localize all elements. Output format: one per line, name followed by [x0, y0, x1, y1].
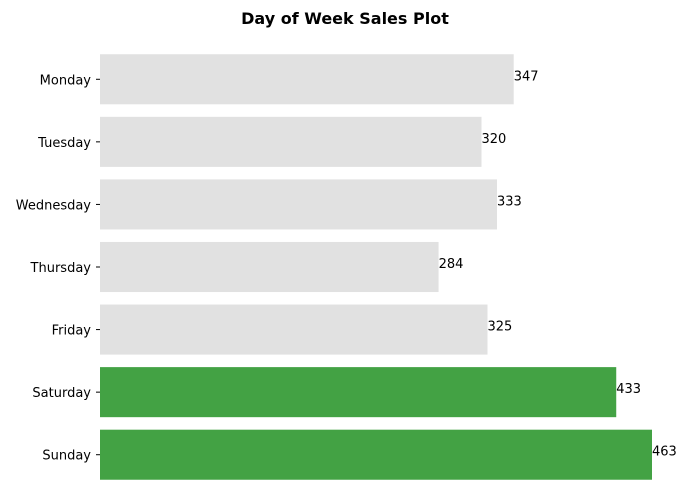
bar-saturday: [100, 367, 617, 418]
y-tick-label-saturday: Saturday: [32, 386, 91, 401]
value-label-wednesday: 333: [497, 194, 522, 209]
value-label-friday: 325: [487, 320, 512, 335]
bar-tuesday: [100, 116, 482, 167]
bar-friday: [100, 304, 488, 355]
y-tick-label-wednesday: Wednesday: [16, 198, 92, 213]
value-label-monday: 347: [514, 69, 539, 84]
value-label-tuesday: 320: [482, 132, 507, 147]
y-tick-label-friday: Friday: [52, 324, 92, 339]
bar-wednesday: [100, 179, 498, 230]
bar-thursday: [100, 241, 439, 293]
y-tick-label-monday: Monday: [40, 73, 92, 88]
chart-title: Day of Week Sales Plot: [241, 9, 449, 28]
bar-sunday: [100, 429, 652, 480]
value-label-saturday: 433: [616, 382, 641, 397]
y-tick-label-tuesday: Tuesday: [37, 136, 91, 151]
value-label-thursday: 284: [439, 257, 464, 272]
y-tick-label-thursday: Thursday: [30, 261, 92, 276]
y-tick-label-sunday: Sunday: [42, 449, 91, 464]
bar-monday: [100, 54, 514, 105]
plot-area: Monday 347 Tuesday 320 Wednesday 333 Thursday 2…: [16, 54, 677, 480]
value-label-sunday: 463: [652, 445, 677, 460]
